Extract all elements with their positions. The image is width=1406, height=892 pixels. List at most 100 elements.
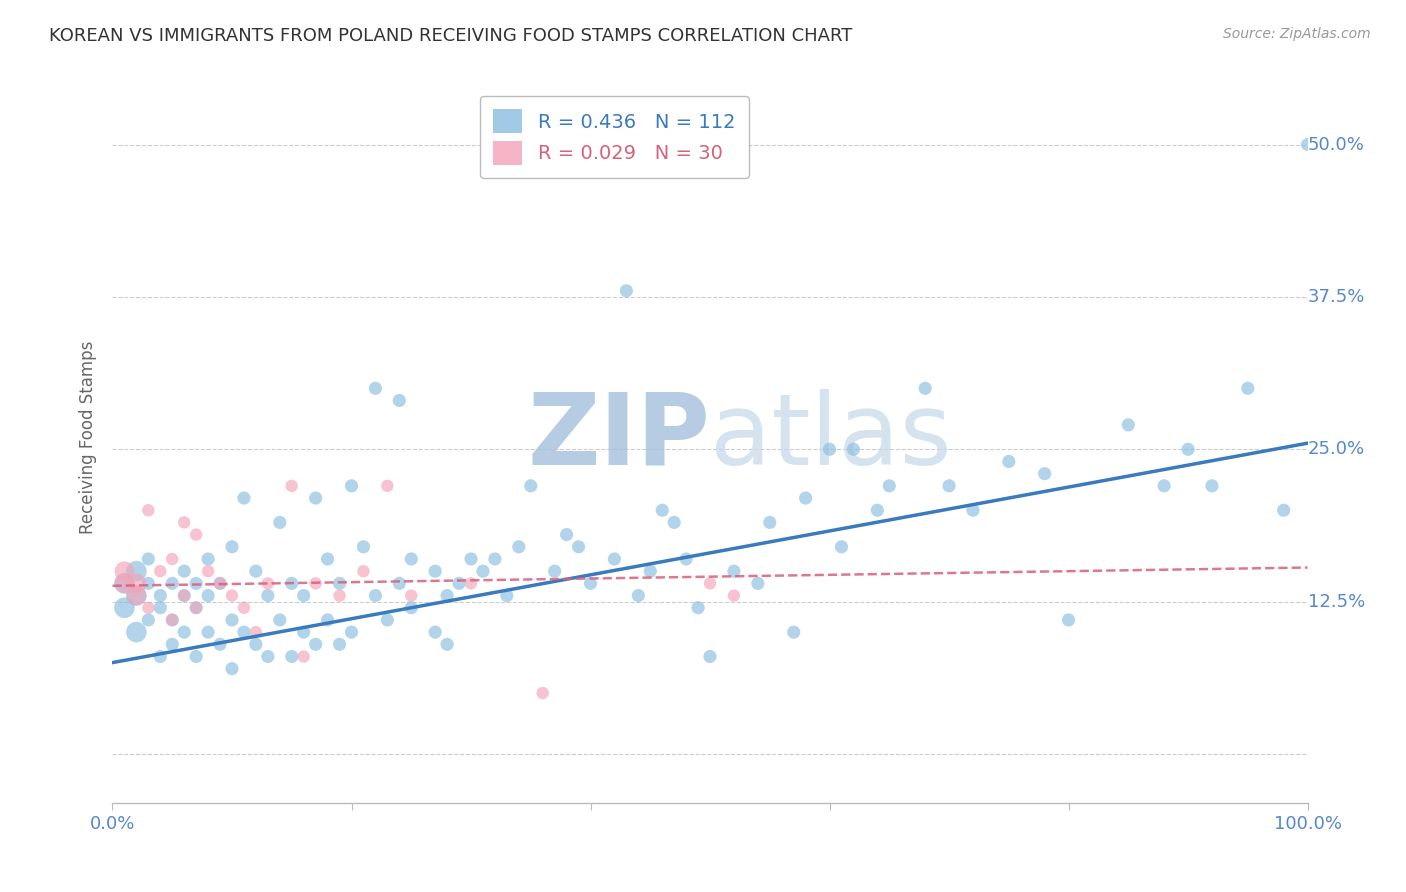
Point xyxy=(173,625,195,640)
Point xyxy=(149,600,172,615)
Point xyxy=(186,600,208,615)
Text: KOREAN VS IMMIGRANTS FROM POLAND RECEIVING FOOD STAMPS CORRELATION CHART: KOREAN VS IMMIGRANTS FROM POLAND RECEIVI… xyxy=(49,27,852,45)
Point xyxy=(699,649,721,664)
Point xyxy=(651,503,673,517)
Point xyxy=(496,589,519,603)
Point xyxy=(664,516,686,530)
Point xyxy=(305,576,328,591)
Point xyxy=(233,625,256,640)
Point xyxy=(292,649,315,664)
Point xyxy=(352,540,374,554)
Point xyxy=(138,600,160,615)
Point xyxy=(1118,417,1140,432)
Point xyxy=(436,637,458,651)
Point xyxy=(364,381,387,395)
Point xyxy=(938,479,960,493)
Point xyxy=(162,552,183,566)
Point xyxy=(340,479,363,493)
Point xyxy=(186,600,208,615)
Point xyxy=(197,625,219,640)
Text: ZIP: ZIP xyxy=(527,389,710,485)
Point xyxy=(245,637,267,651)
Point xyxy=(352,564,374,578)
Point xyxy=(699,576,721,591)
Point xyxy=(257,649,280,664)
Point xyxy=(329,576,352,591)
Point xyxy=(233,491,256,505)
Point xyxy=(842,442,865,457)
Point xyxy=(292,589,315,603)
Point xyxy=(447,576,470,591)
Point xyxy=(209,637,232,651)
Point xyxy=(508,540,530,554)
Text: 50.0%: 50.0% xyxy=(1308,136,1364,153)
Point xyxy=(1201,479,1223,493)
Point xyxy=(794,491,817,505)
Point xyxy=(377,479,399,493)
Point xyxy=(114,576,135,591)
Point xyxy=(281,649,304,664)
Point xyxy=(1392,454,1406,468)
Point xyxy=(149,564,172,578)
Text: atlas: atlas xyxy=(710,389,952,485)
Point xyxy=(316,613,339,627)
Point xyxy=(186,576,208,591)
Point xyxy=(998,454,1021,468)
Point xyxy=(568,540,591,554)
Point xyxy=(125,564,148,578)
Point xyxy=(186,649,208,664)
Point xyxy=(1320,479,1343,493)
Point xyxy=(162,613,183,627)
Point xyxy=(305,491,328,505)
Point xyxy=(579,576,602,591)
Point xyxy=(425,564,447,578)
Legend: R = 0.436   N = 112, R = 0.029   N = 30: R = 0.436 N = 112, R = 0.029 N = 30 xyxy=(479,95,749,178)
Point xyxy=(782,625,804,640)
Point xyxy=(197,589,219,603)
Point xyxy=(221,540,243,554)
Point xyxy=(209,576,232,591)
Point xyxy=(688,600,710,615)
Point xyxy=(1237,381,1260,395)
Point xyxy=(436,589,458,603)
Text: Source: ZipAtlas.com: Source: ZipAtlas.com xyxy=(1223,27,1371,41)
Point xyxy=(723,564,745,578)
Point xyxy=(173,564,195,578)
Point xyxy=(125,589,148,603)
Point xyxy=(269,613,291,627)
Point xyxy=(221,662,243,676)
Point xyxy=(1357,503,1379,517)
Point xyxy=(269,516,291,530)
Point xyxy=(257,589,280,603)
Point xyxy=(149,589,172,603)
Text: 12.5%: 12.5% xyxy=(1308,592,1365,611)
Point xyxy=(1177,442,1199,457)
Point xyxy=(747,576,769,591)
Point xyxy=(962,503,984,517)
Point xyxy=(531,686,554,700)
Point xyxy=(114,564,135,578)
Point xyxy=(472,564,495,578)
Point xyxy=(186,527,208,541)
Point xyxy=(1296,137,1319,152)
Point xyxy=(125,576,148,591)
Point xyxy=(484,552,506,566)
Point xyxy=(388,576,411,591)
Point xyxy=(555,527,578,541)
Point xyxy=(914,381,936,395)
Point xyxy=(1153,479,1175,493)
Point xyxy=(125,589,148,603)
Point xyxy=(866,503,889,517)
Point xyxy=(221,589,243,603)
Point xyxy=(460,552,482,566)
Point xyxy=(831,540,853,554)
Point xyxy=(245,564,267,578)
Point xyxy=(138,613,160,627)
Point xyxy=(879,479,901,493)
Point xyxy=(292,625,315,640)
Point xyxy=(340,625,363,640)
Point xyxy=(675,552,697,566)
Point xyxy=(1033,467,1056,481)
Point xyxy=(1272,503,1295,517)
Point xyxy=(305,637,328,651)
